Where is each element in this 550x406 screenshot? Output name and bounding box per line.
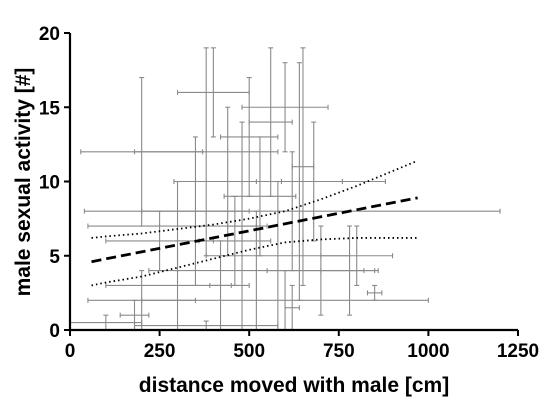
x-tick-label: 1250: [497, 341, 539, 362]
y-tick-label: 20: [39, 24, 60, 45]
data-point: [69, 314, 143, 331]
regression-lines: [91, 159, 418, 287]
confidence-band-lower: [91, 237, 418, 287]
data-point: [209, 240, 232, 331]
data-point: [219, 77, 279, 197]
data-point: [291, 47, 315, 287]
data-point: [320, 225, 379, 316]
x-tick-label: 0: [65, 341, 76, 362]
data-point: [248, 47, 293, 197]
y-tick-label: 0: [49, 321, 60, 342]
data-point: [241, 62, 329, 153]
x-tick-label: 250: [144, 341, 176, 362]
y-tick-label: 10: [39, 173, 60, 194]
x-tick-label: 750: [323, 341, 355, 362]
data-point: [141, 270, 429, 331]
regression-line: [91, 196, 418, 264]
x-tick-label: 1000: [407, 341, 449, 362]
x-ticks: 0 250 500 750 1000 1250: [65, 330, 539, 362]
data-point: [241, 121, 386, 242]
data-point: [133, 47, 279, 257]
data-point: [83, 151, 501, 272]
x-axis-title: distance moved with male [cm]: [139, 374, 449, 397]
data-point: [176, 47, 250, 138]
y-axis-title: male sexual activity [#]: [12, 68, 35, 297]
x-tick-label: 500: [233, 341, 265, 362]
error-bars: [69, 47, 501, 331]
y-tick-label: 15: [39, 98, 61, 119]
data-point: [284, 284, 300, 331]
y-tick-label: 5: [49, 247, 60, 268]
y-ticks: 0 5 10 15 20: [39, 24, 70, 342]
data-point: [366, 284, 383, 301]
data-point: [227, 121, 257, 331]
confidence-band-upper: [91, 159, 418, 239]
